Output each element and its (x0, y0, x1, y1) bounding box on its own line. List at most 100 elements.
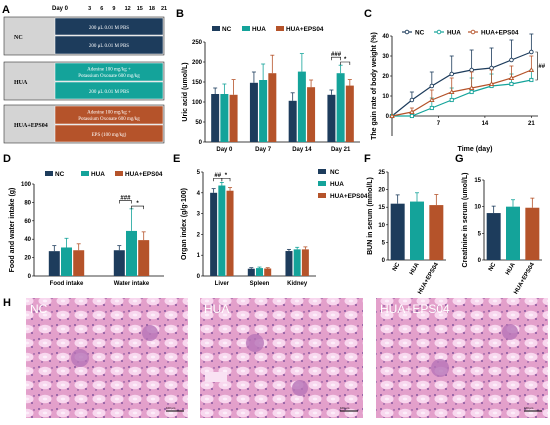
legend-swatch-d-nc (45, 171, 53, 176)
bar-d-water-intake-hua-eps04 (138, 240, 150, 276)
bar-d-food-intake-hua-eps04 (73, 250, 85, 276)
bar-f-hua (410, 201, 424, 260)
point-c-hua-eps04-6 (429, 97, 435, 103)
group-label-hua: HUA (14, 80, 28, 86)
panel-letter-e: E (173, 153, 180, 165)
step-text-nc-1: 200 μL 0.01 M PBS (89, 26, 129, 31)
legend-label-d-nc: NC (55, 171, 65, 178)
legend-swatch-d-hua-eps04 (115, 171, 123, 176)
step-text-hua-1b: Potassium Oxonate 600 mg/kg (78, 74, 140, 79)
scale-bar-label-hua-eps04: 100 μm (524, 406, 534, 410)
point-c-hua-12 (469, 89, 474, 95)
histology-image-hua-eps04: HUA+EPS04 100 μm (376, 298, 548, 418)
legend-marker-c-hua (436, 29, 442, 35)
bar-e-spleen-hua-eps04 (264, 268, 272, 276)
x-tick-label-c-14: 14 (482, 121, 489, 127)
y-axis-title-g: Creatinine in serum (umol/L) (462, 173, 469, 268)
y-tick-label-d-100: 100 (21, 182, 32, 188)
timeline-day-21: 21 (161, 6, 167, 12)
step-box-nc-2 (54, 35, 164, 55)
bar-g-hua (506, 206, 520, 260)
legend-label-b-hua-eps04: HUA+EPS04 (286, 26, 324, 33)
y-tick-label-e-4: 4 (197, 191, 201, 197)
x-tick-label-f-nc: NC (392, 261, 402, 272)
point-c-hua-9 (449, 97, 454, 103)
y-tick-label-g-0: 0 (478, 258, 482, 264)
x-tick-label-c-7: 7 (437, 121, 441, 127)
y-axis-title-c: The gain rate of body weight (%) (371, 32, 378, 140)
series-line-c-nc (391, 51, 532, 117)
x-tick-label-e-spleen: Spleen (250, 281, 270, 287)
y-tick-label-b-100: 100 (192, 100, 203, 106)
panel-letter-b: B (176, 8, 184, 20)
point-c-hua-18 (509, 81, 514, 87)
legend-label-e-hua-eps04: HUA+EPS04 (330, 193, 368, 200)
x-tick-label-b-day-0: Day 0 (216, 147, 233, 153)
point-c-hua-3 (409, 113, 414, 119)
sig-bracket-e-2-label: * (225, 173, 228, 179)
x-tick-label-e-liver: Liver (215, 281, 230, 287)
legend-label-e-nc: NC (330, 169, 340, 176)
legend-swatch-b-nc (212, 26, 220, 31)
experimental-design-panel: Day 0 3 6 9 12 15 18 21 NC 200 μL 0.01 M PBS 200… (3, 6, 167, 144)
sig-bracket-b-1-label: ### (331, 52, 342, 58)
bar-e-spleen-nc (247, 268, 255, 276)
point-c-nc-6 (429, 83, 435, 89)
series-line-c-hua-eps04 (391, 69, 532, 117)
legend-label-c-hua: HUA (447, 30, 461, 37)
chart-e-organ-index: 0 1 2 3 4 5 Organ index (g/g·100) Liver Spleen Ki… (181, 169, 368, 287)
bar-b-day-14-hua (297, 71, 306, 142)
timeline-day-label: Day 0 (52, 6, 69, 12)
step-text-hua-2: 200 μL 0.01 M PBS (89, 90, 129, 95)
y-tick-label-e-0: 0 (197, 274, 201, 280)
y-tick-label-d-0: 0 (28, 274, 32, 280)
step-box-hua-eps04-1 (54, 105, 164, 125)
chart-b-uric-acid: 0 50 100 150 200 250 Uric acid (umol/L) Day 0 Da… (182, 26, 360, 153)
histology-label-hua-eps04: HUA+EPS04 (380, 302, 450, 316)
sig-bracket-b-1 (331, 56, 341, 61)
y-tick-label-e-1: 1 (197, 253, 201, 259)
bar-e-liver-hua (218, 185, 226, 276)
chart-f-bun: 0 5 10 15 20 25 BUN in serum (mmol/L) NC HUAHUA+… (367, 170, 446, 295)
panel-letter-f: F (364, 153, 371, 165)
design-groups: NC 200 μL 0.01 M PBS 200 μL 0.01 M PBS HUA A… (3, 16, 165, 144)
legend-marker-c-nc (404, 29, 410, 35)
y-axis-title-b: Uric acid (umol/L) (182, 62, 189, 121)
series-line-c-hua (392, 79, 532, 117)
x-tick-label-b-day-21: Day 21 (331, 147, 351, 153)
legend-swatch-b-hua-eps04 (276, 26, 284, 31)
bar-e-kidney-hua-eps04 (301, 249, 309, 276)
point-c-nc-15 (489, 65, 494, 71)
histology-image-nc: NC 100 μm (26, 298, 188, 418)
bar-g-nc (486, 213, 501, 260)
bar-d-food-intake-nc (48, 251, 60, 276)
bar-g-hua-eps04 (525, 207, 540, 260)
y-tick-label-g-10: 10 (474, 205, 481, 211)
sig-bracket-d-2 (131, 205, 144, 210)
legend-label-b-hua: HUA (252, 26, 266, 33)
y-tick-label-e-3: 3 (197, 212, 201, 218)
legend-swatch-b-hua (242, 26, 250, 31)
bar-e-liver-hua-eps04 (226, 190, 234, 276)
y-tick-label-c-0: 0 (386, 114, 390, 120)
timeline-day-18: 18 (149, 6, 155, 12)
panel-letter-g: G (455, 153, 464, 165)
step-text-hua-eps04-2: EPS (100 mg/kg) (92, 133, 127, 138)
y-tick-label-e-2: 2 (197, 232, 201, 238)
point-c-hua-eps04-12 (468, 85, 475, 91)
y-tick-label-b-250: 250 (192, 40, 203, 46)
timeline-day-6: 6 (100, 6, 103, 12)
x-tick-label-e-kidney: Kidney (287, 281, 308, 287)
y-tick-label-c-20: 20 (382, 74, 389, 80)
y-tick-label-c-40: 40 (382, 34, 389, 40)
point-c-hua-eps04-0 (389, 113, 395, 119)
legend-label-d-hua: HUA (91, 171, 105, 178)
x-tick-label-g-nc: NC (488, 261, 498, 272)
step-box-hua-2 (54, 81, 164, 100)
timeline-day-9: 9 (112, 6, 115, 12)
sig-bracket-e-1-label: ## (214, 173, 221, 179)
timeline-day-15: 15 (137, 6, 143, 12)
y-tick-label-f-10: 10 (378, 223, 385, 229)
histology-panel: NC 100 μm HUA 100 μm HUA+EPS04 100 μm (26, 298, 548, 418)
y-tick-label-e-5: 5 (197, 170, 201, 176)
